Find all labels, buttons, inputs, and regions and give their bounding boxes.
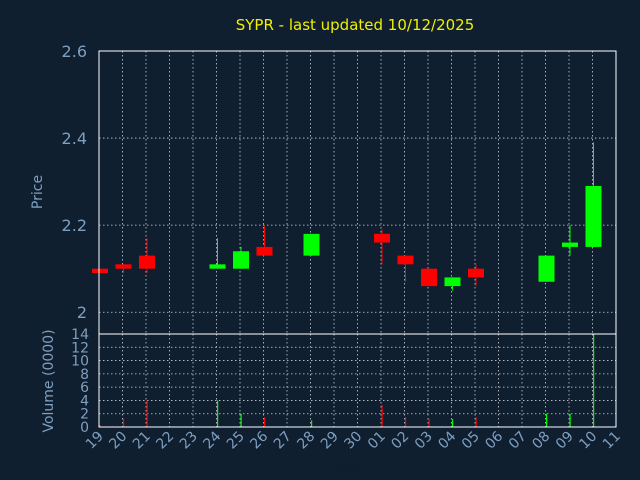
candle-body — [562, 242, 578, 247]
x-tick-label: 23 — [177, 429, 201, 453]
volume-bar — [452, 419, 454, 427]
x-tick-label: 04 — [435, 428, 459, 452]
volume-bar — [475, 417, 477, 427]
volume-tick-label: 0 — [80, 420, 89, 436]
candle-body — [538, 255, 555, 282]
volume-bar — [593, 334, 595, 427]
volume-tick-label: 8 — [80, 367, 89, 383]
price-tick-label: 2.6 — [62, 42, 87, 61]
x-tick-label: 10 — [576, 429, 600, 453]
volume-tick-label: 12 — [71, 340, 89, 356]
x-tick-label: 07 — [506, 429, 530, 453]
volume-bar — [264, 417, 266, 427]
candle-body — [209, 264, 226, 269]
candle-body — [256, 246, 273, 256]
volume-bar — [99, 425, 101, 427]
x-tick-label: 26 — [247, 428, 271, 452]
candle-body — [139, 255, 155, 269]
volume-bar — [546, 413, 548, 427]
x-tick-label: 05 — [459, 429, 483, 453]
volume-bar — [311, 420, 313, 427]
volume-bar — [405, 417, 407, 427]
candle-body — [303, 233, 320, 256]
candle-body — [468, 268, 484, 278]
price-tick-label: 2.4 — [62, 129, 87, 148]
candle-body — [585, 185, 602, 247]
x-tick-label: 28 — [294, 429, 318, 453]
chart-title: SYPR - last updated 10/12/2025 — [236, 16, 475, 34]
x-tick-label: 29 — [318, 429, 342, 453]
volume-bar — [381, 405, 383, 427]
x-tick-label: 21 — [130, 429, 154, 453]
candle-body — [233, 251, 249, 269]
volume-bar — [428, 419, 430, 427]
volume-bar — [123, 418, 125, 427]
candlestick-series — [92, 142, 602, 291]
x-tick-label: 03 — [412, 429, 436, 453]
x-tick-label: 27 — [271, 429, 295, 453]
candle-body — [397, 255, 414, 265]
x-tick-label: 25 — [224, 429, 248, 453]
candle-body — [374, 233, 390, 243]
x-tick-label: 24 — [200, 428, 224, 452]
x-tick-label: 01 — [365, 429, 389, 453]
x-ticks: 19 20 21 22 23 24 25 26 27 28 29 30 01 02 03 04 05 06 07 08… — [83, 428, 624, 452]
price-tick-label: 2 — [77, 303, 87, 322]
x-tick-label: 30 — [341, 429, 365, 453]
candle-body — [444, 277, 461, 287]
price-axis-label: Price — [30, 175, 46, 209]
volume-tick-label: 14 — [71, 327, 89, 343]
volume-series — [99, 334, 595, 427]
x-tick-label: 02 — [388, 429, 412, 453]
volume-bar — [146, 400, 148, 427]
candle-body — [421, 268, 437, 287]
volume-bar — [569, 413, 571, 427]
x-tick-label: 06 — [482, 428, 506, 452]
price-grid — [99, 50, 616, 334]
x-axis-label: Day — [334, 459, 362, 475]
volume-axis-label: Volume (0000) — [41, 329, 57, 432]
x-tick-label: 11 — [600, 429, 624, 453]
candle-body — [115, 264, 132, 269]
volume-tick-label: 10 — [71, 354, 89, 370]
x-tick-label: 09 — [553, 429, 577, 453]
volume-bar — [217, 400, 219, 427]
x-tick-label: 20 — [106, 429, 130, 453]
volume-bar — [240, 413, 242, 427]
volume-tick-label: 4 — [80, 393, 89, 409]
volume-tick-label: 2 — [80, 407, 89, 423]
price-ticks: 2 2.2 2.4 2.6 — [62, 42, 87, 322]
volume-tick-label: 6 — [80, 380, 89, 396]
x-tick-label: 08 — [529, 429, 553, 453]
x-tick-label: 22 — [153, 429, 177, 453]
candle-body — [92, 268, 108, 274]
price-tick-label: 2.2 — [62, 216, 87, 235]
volume-grid — [99, 333, 616, 428]
volume-panel-frame — [98, 333, 617, 428]
